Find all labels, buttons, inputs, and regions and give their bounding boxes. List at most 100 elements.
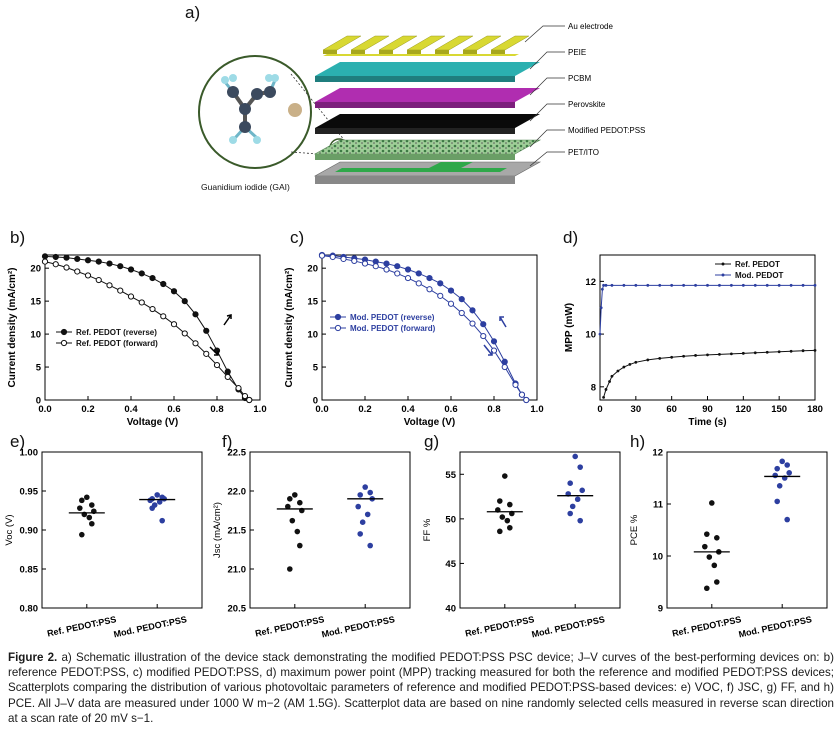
data-point (192, 340, 199, 347)
data-point (138, 299, 145, 306)
data-point (765, 283, 769, 287)
x-tick-label: 0.0 (315, 404, 328, 415)
y-tick-label: 5 (36, 363, 42, 374)
data-point (89, 520, 95, 527)
data-point (289, 517, 296, 524)
y-tick-label: 22.0 (228, 487, 247, 498)
data-point (426, 286, 433, 293)
x-tick-label: 1.0 (253, 404, 266, 415)
y-tick-label: 10 (30, 330, 41, 341)
data-point (95, 258, 102, 265)
legend-marker (721, 273, 725, 277)
y-axis-label: PCE % (629, 514, 640, 545)
data-point (170, 321, 178, 328)
data-point (646, 283, 650, 287)
data-point (318, 252, 326, 259)
data-point (801, 283, 805, 287)
data-point (149, 505, 155, 511)
data-point (714, 535, 720, 541)
au-bar (323, 54, 519, 56)
data-point (523, 396, 530, 404)
y-tick-label: 5 (313, 363, 319, 374)
data-point (415, 270, 422, 277)
data-point (52, 261, 59, 268)
category-label: Ref. PEDOT:PSS (671, 614, 742, 638)
category-label: Mod. PEDOT:PSS (113, 614, 188, 639)
y-tick-label: 12 (585, 277, 596, 288)
data-point (634, 360, 638, 364)
data-point (351, 257, 358, 265)
au-strip-edge (407, 50, 421, 54)
scan-direction-arrow (223, 314, 232, 326)
data-point (776, 483, 783, 489)
device-stack-schematic: Guanidium iodide (GAI) Au electrode PEIE (198, 22, 645, 192)
y-tick-label: 0.85 (20, 565, 39, 576)
data-point (774, 498, 780, 505)
data-point (224, 373, 231, 381)
data-point (77, 505, 83, 511)
data-point (694, 354, 697, 357)
data-point (469, 320, 476, 327)
scan-direction-arrowhead (214, 351, 219, 356)
data-point (160, 313, 167, 320)
label-peie: PEIE (568, 48, 586, 57)
data-point (598, 332, 602, 336)
layer-modified-pedot (313, 139, 542, 160)
x-tick-label: 0.8 (487, 404, 500, 415)
caption-label: Figure 2. (8, 651, 58, 664)
panel-label-f: f) (222, 432, 233, 451)
data-point (426, 274, 433, 282)
data-point (203, 327, 210, 334)
legend-label: Ref. PEDOT (forward) (76, 339, 158, 348)
data-point (149, 305, 156, 313)
y-axis-label: Current density (mA/cm²) (284, 267, 295, 387)
data-point (159, 517, 165, 524)
data-point (628, 363, 632, 366)
y-tick-label: 10 (652, 552, 663, 563)
data-point (567, 510, 573, 517)
data-point (394, 263, 401, 270)
data-point (711, 562, 718, 569)
category-label: Mod. PEDOT:PSS (321, 614, 396, 639)
x-tick-label: 0.4 (401, 404, 415, 415)
data-point (616, 369, 620, 373)
legend-marker (334, 313, 342, 321)
data-point (490, 338, 498, 345)
data-point (361, 260, 369, 267)
data-point (577, 464, 583, 470)
data-point (147, 497, 153, 504)
data-point (138, 270, 145, 277)
y-tick-label: 15 (30, 297, 41, 308)
data-point (610, 283, 614, 287)
scan-direction-arrowhead (488, 351, 493, 356)
y-tick-label: 0.90 (20, 526, 39, 537)
data-point (497, 498, 503, 504)
data-point (634, 283, 638, 287)
data-point (95, 276, 102, 284)
y-tick-label: 40 (445, 604, 456, 615)
data-point (789, 349, 793, 353)
data-point (52, 253, 59, 261)
data-point (608, 380, 611, 383)
data-point (602, 395, 605, 399)
data-point (786, 470, 792, 476)
label-pcbm: PCBM (568, 74, 591, 83)
panel-label-d: d) (563, 228, 579, 247)
jsc-scatterplot: 20.5 21.0 21.5 22.0 22.5 Jsc (mA/cm²) Ref. PED… (212, 448, 411, 639)
data-point (577, 517, 583, 524)
data-point (246, 396, 253, 404)
data-point (364, 511, 371, 518)
y-tick-label: 45 (445, 559, 456, 570)
data-point (84, 257, 92, 264)
data-point (600, 287, 604, 291)
data-point (777, 283, 781, 287)
voc-scatterplot: 0.80 0.85 0.90 0.95 1.00 Voc (V) Ref. PEDOT:PS… (4, 448, 203, 639)
y-tick-label: 21.0 (228, 565, 247, 576)
y-axis-label: FF % (422, 518, 433, 541)
data-point (610, 374, 614, 378)
data-point (106, 260, 113, 267)
data-point (79, 531, 85, 538)
y-tick-label: 20 (307, 264, 318, 275)
data-point (294, 528, 301, 535)
data-point (714, 579, 720, 585)
